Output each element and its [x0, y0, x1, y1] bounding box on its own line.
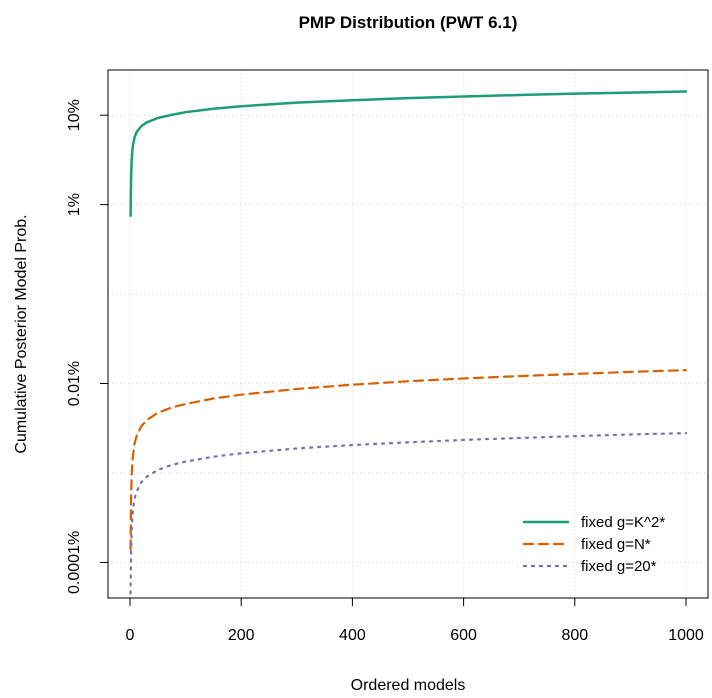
legend: fixed g=K^2* fixed g=N* fixed g=20*: [522, 514, 665, 575]
legend-label-1: fixed g=N*: [581, 536, 651, 553]
y-tick-label: 0.01%: [66, 361, 83, 406]
x-tick-label: 600: [450, 627, 477, 644]
y-tick-label: 10%: [66, 99, 83, 131]
series-line-2: [129, 432, 688, 595]
chart-title: PMP Distribution (PWT 6.1): [299, 13, 518, 32]
x-axis: 0 200 400 600 800 1000: [126, 597, 704, 644]
x-axis-label: Ordered models: [351, 677, 466, 694]
x-tick-label: 400: [339, 627, 366, 644]
series-layer: [129, 90, 688, 595]
x-tick-label: 800: [561, 627, 588, 644]
x-tick-label: 1000: [668, 627, 704, 644]
series-line-0: [129, 90, 688, 218]
y-tick-label: 0.0001%: [66, 531, 83, 594]
y-axis: 0.0001% 0.01% 1% 10%: [66, 99, 108, 594]
grid: [108, 70, 708, 598]
legend-label-0: fixed g=K^2*: [581, 514, 665, 531]
x-tick-label: 0: [126, 627, 135, 644]
y-tick-label: 1%: [66, 193, 83, 216]
x-tick-label: 200: [228, 627, 255, 644]
legend-label-2: fixed g=20*: [581, 558, 657, 575]
series-line-1: [129, 369, 688, 551]
y-axis-label: Cumulative Posterior Model Prob.: [13, 214, 30, 453]
